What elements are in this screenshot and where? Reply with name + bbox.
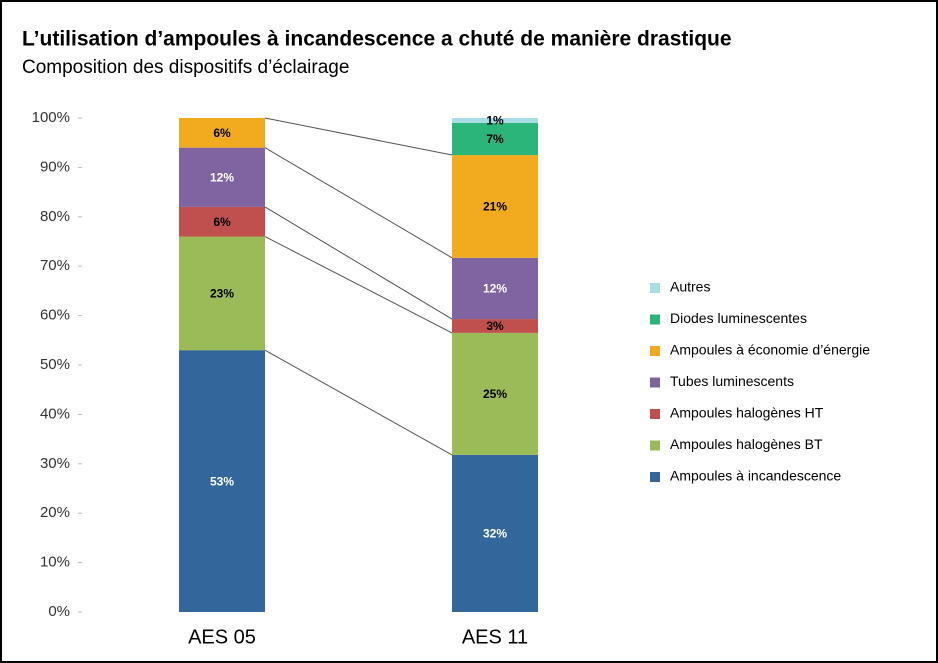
- connector: [264, 117, 453, 156]
- data-label: 53%: [210, 474, 234, 488]
- legend-label: Tubes luminescents: [670, 373, 794, 389]
- legend-label: Ampoules à incandescence: [670, 468, 841, 484]
- connector: [264, 236, 453, 334]
- legend-label: Ampoules halogènes HT: [670, 405, 824, 421]
- connector: [264, 147, 453, 259]
- legend-label: Diodes luminescentes: [670, 310, 807, 326]
- bar-segment: [179, 206, 265, 237]
- legend-swatch: [650, 472, 660, 482]
- data-label: 23%: [210, 287, 234, 301]
- y-tick-label: 100%: [32, 109, 70, 126]
- data-label: 6%: [213, 215, 231, 229]
- y-tick-label: 10%: [40, 554, 70, 571]
- bar-segment: [179, 118, 265, 148]
- legend-swatch: [650, 346, 660, 356]
- chart-title: L’utilisation d’ampoules à incandescence…: [22, 28, 732, 51]
- y-tick-label: 20%: [40, 504, 70, 521]
- data-label: 7%: [486, 132, 504, 146]
- legend-label: Autres: [670, 279, 710, 295]
- bar-segment: [452, 319, 538, 333]
- y-tick-label: 0%: [48, 603, 70, 620]
- legend-swatch: [650, 440, 660, 451]
- y-tick-label: 70%: [40, 257, 70, 274]
- bar-segment: [179, 350, 265, 612]
- data-label: 12%: [210, 170, 234, 184]
- x-tick-label: AES 05: [188, 626, 256, 648]
- legend-swatch: [650, 283, 660, 293]
- connector: [264, 206, 453, 320]
- y-tick-label: 30%: [40, 455, 70, 472]
- y-tick-label: 50%: [40, 356, 70, 373]
- connector: [264, 349, 453, 456]
- data-label: 1%: [486, 114, 504, 128]
- y-tick-label: 60%: [40, 307, 70, 324]
- legend-swatch: [650, 314, 660, 325]
- chart-subtitle: Composition des dispositifs d’éclairage: [22, 57, 349, 78]
- y-tick-label: 40%: [40, 405, 70, 422]
- legend-swatch: [650, 377, 660, 388]
- bar-segment: [452, 257, 538, 320]
- data-label: 3%: [486, 319, 504, 333]
- data-label: 6%: [213, 126, 231, 140]
- data-label: 32%: [483, 527, 507, 541]
- data-label: 25%: [483, 387, 507, 401]
- legend-label: Ampoules à économie d’énergie: [670, 342, 870, 358]
- data-label: 21%: [483, 200, 507, 214]
- data-label: 12%: [483, 282, 507, 296]
- bar-segment: [452, 332, 538, 455]
- legend-swatch: [650, 409, 660, 419]
- y-tick-label: 90%: [40, 158, 70, 175]
- y-tick-label: 80%: [40, 208, 70, 225]
- bar-segment: [452, 122, 538, 156]
- x-tick-label: AES 11: [462, 626, 528, 648]
- bar-segment: [179, 236, 265, 351]
- bar-segment: [179, 147, 265, 207]
- bar-segment: [452, 454, 538, 612]
- bar-segment: [452, 155, 538, 258]
- bar-segment: [452, 118, 538, 123]
- legend-label: Ampoules halogènes BT: [670, 436, 823, 452]
